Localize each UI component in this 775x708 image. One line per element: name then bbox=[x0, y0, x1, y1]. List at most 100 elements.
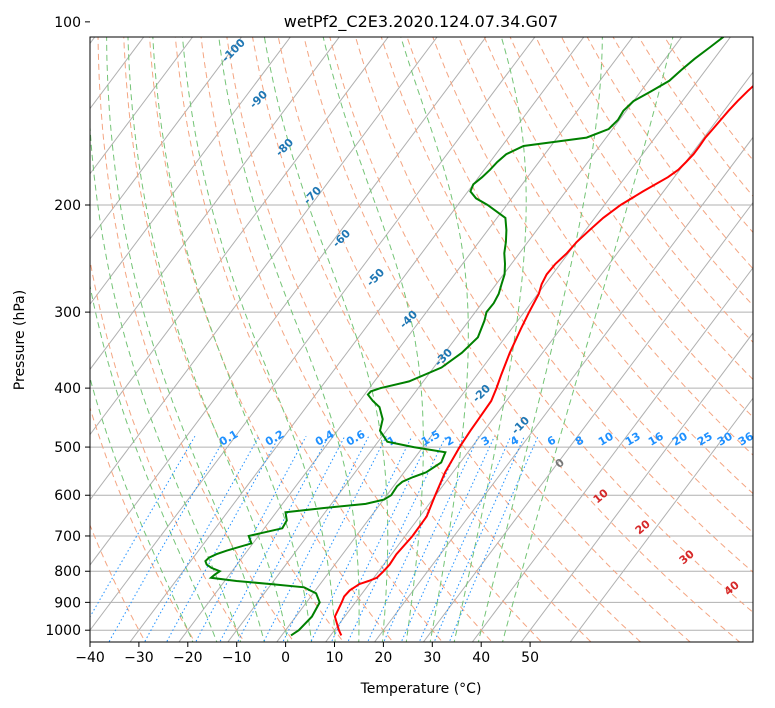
dry-adiabat-label: -100 bbox=[219, 36, 248, 65]
dry-adiabat-label: -50 bbox=[364, 266, 387, 289]
isotherm-line bbox=[422, 201, 753, 642]
moist-adiabat-line bbox=[218, 37, 360, 642]
y-tick-label: 100 bbox=[54, 15, 81, 31]
isotherm-line bbox=[227, 37, 683, 642]
dry-adiabat-line bbox=[90, 406, 196, 642]
moist-adiabat-label: 20 bbox=[633, 517, 653, 537]
dry-adiabat-label: -10 bbox=[509, 414, 532, 437]
dry-adiabat-label: -80 bbox=[273, 136, 296, 159]
x-tick-label: 40 bbox=[472, 650, 490, 666]
y-tick-label: 700 bbox=[54, 529, 81, 545]
mixing-ratio-label: 6 bbox=[545, 433, 558, 448]
mixing-ratio-label: 1.5 bbox=[419, 428, 442, 449]
x-tick-label: −40 bbox=[75, 650, 105, 666]
isotherm-line bbox=[471, 266, 753, 642]
dry-adiabat-line bbox=[457, 37, 753, 456]
mixing-ratio-label: 36 bbox=[736, 430, 756, 449]
dry-adiabat-line bbox=[329, 37, 741, 642]
y-tick-label: 900 bbox=[54, 595, 81, 611]
dry-adiabat-line bbox=[663, 37, 753, 161]
dry-adiabat-line bbox=[406, 37, 753, 534]
moist-adiabat-line bbox=[322, 37, 424, 642]
mixing-ratio-line bbox=[418, 436, 512, 642]
dry-adiabat-line bbox=[226, 37, 543, 642]
dry-adiabat-line bbox=[535, 37, 753, 343]
x-tick-label: −30 bbox=[124, 650, 154, 666]
mixing-ratio-line bbox=[347, 436, 447, 642]
y-tick-label: 400 bbox=[54, 381, 81, 397]
x-tick-label: 20 bbox=[374, 650, 392, 666]
isotherm-line bbox=[276, 37, 732, 642]
x-axis-label: Temperature (°C) bbox=[360, 681, 482, 697]
mixing-ratio-line bbox=[433, 436, 525, 642]
moist-adiabat-line bbox=[106, 37, 265, 642]
dry-adiabat-line bbox=[303, 37, 691, 642]
mixing-ratio-line bbox=[219, 436, 329, 642]
moist-adiabat-label: 30 bbox=[677, 547, 697, 567]
dry-adiabat-line bbox=[561, 37, 753, 307]
mixing-ratio-line bbox=[282, 436, 387, 642]
mixing-ratio-line bbox=[263, 436, 370, 642]
moist-adiabat-line bbox=[453, 37, 527, 642]
mixing-ratio-line bbox=[165, 436, 280, 642]
dry-adiabat-line bbox=[355, 37, 753, 613]
mixing-ratio-label: 25 bbox=[695, 430, 715, 449]
mixing-ratio-label: 3 bbox=[479, 434, 492, 449]
isotherm-line bbox=[90, 37, 389, 436]
x-tick-label: −20 bbox=[173, 650, 203, 666]
mixing-ratio-label: 13 bbox=[623, 430, 643, 449]
y-tick-label: 300 bbox=[54, 305, 81, 321]
moist-adiabat-line bbox=[263, 37, 389, 642]
dry-adiabat-line bbox=[432, 37, 753, 495]
dry-adiabat-line bbox=[90, 258, 246, 642]
dewpoint-profile-line bbox=[204, 37, 725, 637]
moist-adiabat-line bbox=[400, 37, 469, 642]
mixing-ratio-line bbox=[448, 436, 539, 642]
dry-adiabat-line bbox=[252, 37, 592, 642]
adiabat-labels: 0.1 0.2 0.4 0.6 1 1.5 2 3 4 6 8 10 13 16 20 25 30 36-100-… bbox=[217, 36, 756, 598]
mixing-ratio-line bbox=[400, 436, 495, 642]
y-axis-label: Pressure (hPa) bbox=[12, 290, 28, 390]
isotherm-line bbox=[90, 37, 536, 632]
moist-adiabat-line bbox=[90, 283, 218, 642]
moist-adiabat-label: 40 bbox=[722, 578, 742, 598]
isotherm-line bbox=[520, 332, 753, 642]
moist-adiabat-line bbox=[90, 119, 242, 642]
isotherm-line bbox=[90, 37, 438, 501]
dry-adiabat-label: -70 bbox=[301, 184, 324, 207]
dry-adiabat-line bbox=[277, 37, 642, 642]
y-tick-label: 600 bbox=[54, 488, 81, 504]
mixing-ratio-line bbox=[310, 436, 413, 642]
isotherm-line bbox=[90, 37, 487, 566]
isotherm-line bbox=[90, 37, 292, 306]
dry-adiabat-line bbox=[200, 37, 493, 642]
isotherm-line bbox=[129, 37, 585, 642]
moist-adiabat-line bbox=[127, 37, 289, 642]
isotherm-line bbox=[0, 8, 67, 655]
moist-adiabat-line bbox=[152, 37, 313, 642]
dry-adiabat-line bbox=[483, 37, 753, 418]
mixing-ratio-line bbox=[383, 436, 479, 642]
profiles bbox=[204, 37, 753, 637]
moist-adiabat-line bbox=[90, 376, 194, 642]
dry-adiabat-label: -40 bbox=[397, 308, 420, 331]
mixing-ratio-label: 8 bbox=[573, 434, 586, 449]
mixing-ratio-line bbox=[330, 436, 432, 642]
moist-adiabat-label: 10 bbox=[591, 486, 611, 506]
y-tick-label: 200 bbox=[54, 198, 81, 214]
moist-adiabat-line bbox=[182, 37, 336, 642]
moist-adiabat-line bbox=[502, 37, 674, 642]
dry-adiabat-label: -60 bbox=[330, 227, 353, 250]
mixing-ratio-line bbox=[108, 436, 227, 642]
x-tick-label: 30 bbox=[423, 650, 441, 666]
y-tick-label: 800 bbox=[54, 564, 81, 580]
mixing-ratio-label: 0.2 bbox=[263, 428, 286, 449]
axis-ticks: −40 −30 −20 −10 0 10 20 30 40 50 100 200 300 400 500 60… bbox=[45, 15, 539, 666]
mixing-ratio-label: 20 bbox=[670, 430, 690, 449]
isotherm-line bbox=[325, 71, 753, 642]
moist-adiabat-line bbox=[477, 37, 603, 642]
isotherm-line bbox=[90, 37, 340, 371]
isotherm-line bbox=[178, 37, 634, 642]
dry-adiabat-line bbox=[174, 37, 444, 642]
